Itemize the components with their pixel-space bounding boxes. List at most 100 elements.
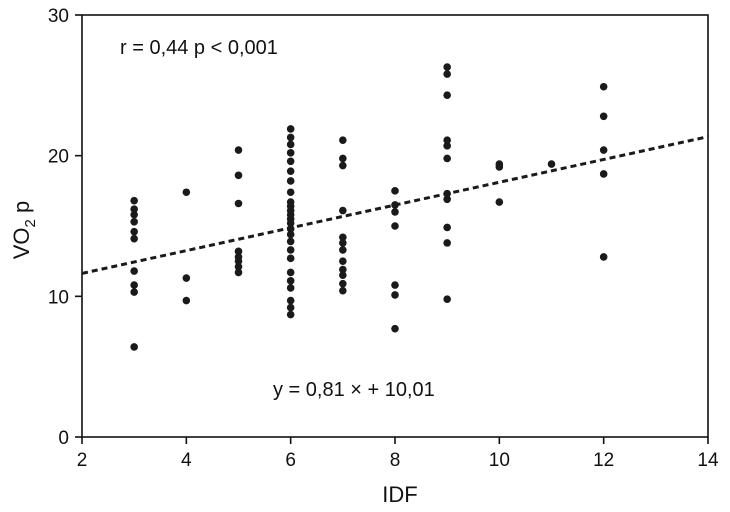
data-point — [130, 267, 138, 275]
data-point — [286, 230, 295, 239]
data-point — [443, 239, 451, 247]
data-point — [339, 246, 347, 254]
data-point — [286, 188, 295, 197]
data-point — [443, 91, 451, 99]
data-point — [495, 160, 504, 168]
data-point — [234, 268, 243, 277]
data-point — [391, 208, 399, 216]
data-point — [286, 268, 295, 277]
data-point — [443, 295, 451, 303]
data-point — [286, 296, 295, 305]
data-point — [339, 271, 347, 280]
y-tick-label: 20 — [48, 147, 69, 168]
data-point — [339, 279, 347, 288]
y-axis-title-suffix: p — [9, 201, 34, 219]
data-point — [495, 198, 504, 206]
data-point — [391, 222, 399, 230]
data-point — [339, 257, 347, 265]
data-point — [286, 225, 295, 233]
data-point — [286, 167, 295, 175]
data-point — [339, 265, 347, 274]
data-point — [443, 223, 451, 232]
x-tick-label: 12 — [593, 450, 614, 471]
data-point — [443, 189, 451, 198]
data-point — [443, 195, 451, 204]
data-point — [599, 253, 608, 261]
data-point — [130, 227, 138, 236]
data-point — [130, 288, 138, 296]
data-point — [234, 262, 243, 271]
data-point — [286, 198, 295, 206]
data-point — [130, 205, 138, 213]
data-point — [130, 217, 138, 226]
y-tick-label: 0 — [58, 428, 69, 449]
data-point — [286, 140, 295, 149]
y-tick-label: 10 — [48, 287, 69, 308]
data-point — [443, 154, 451, 163]
data-point — [339, 154, 347, 163]
data-point — [130, 234, 138, 243]
data-point — [391, 187, 399, 195]
data-point — [286, 125, 295, 133]
y-axis-title: VO2 p — [9, 201, 39, 260]
data-point — [599, 112, 608, 121]
data-point — [443, 70, 451, 78]
data-point — [286, 177, 295, 185]
data-point — [130, 196, 138, 205]
data-point — [130, 210, 138, 219]
data-point — [391, 281, 399, 289]
data-point — [234, 253, 243, 261]
data-point — [286, 277, 295, 285]
data-point — [339, 233, 347, 242]
data-point — [130, 343, 138, 351]
data-point — [391, 324, 399, 333]
data-point — [234, 171, 243, 180]
data-point — [286, 310, 295, 319]
data-point — [339, 161, 347, 170]
data-point — [339, 239, 347, 247]
data-point — [599, 82, 608, 91]
data-point — [234, 199, 243, 208]
y-tick-label: 30 — [48, 6, 69, 27]
axis-ticks: 2 4 6 8 10 12 14 0 10 20 30 — [48, 6, 719, 471]
data-point — [182, 188, 191, 197]
data-point — [286, 246, 295, 254]
x-tick-label: 6 — [285, 450, 296, 471]
data-point — [391, 291, 399, 299]
x-axis-title: IDF — [382, 482, 417, 507]
correlation-annotation: r = 0,44 p < 0,001 — [120, 37, 278, 59]
data-point — [130, 281, 138, 289]
y-axis-title-main: VO — [9, 227, 34, 259]
data-point — [234, 247, 243, 256]
x-tick-label: 10 — [489, 450, 510, 471]
x-tick-label: 2 — [77, 450, 88, 471]
x-tick-label: 8 — [390, 450, 401, 471]
data-point — [443, 142, 451, 150]
regression-equation-annotation: y = 0,81 × + 10,01 — [273, 379, 435, 401]
data-point — [339, 206, 347, 215]
data-point — [286, 254, 295, 263]
data-point — [547, 160, 556, 168]
data-point — [286, 303, 295, 312]
data-point — [182, 296, 191, 305]
svg-text:VO2 p: VO2 p — [9, 201, 39, 260]
data-points — [130, 63, 608, 351]
y-axis-title-subscript: 2 — [22, 219, 39, 227]
data-point — [443, 136, 451, 144]
x-tick-label: 14 — [697, 450, 719, 471]
data-point — [339, 286, 347, 295]
data-point — [599, 170, 608, 178]
data-point — [286, 237, 295, 246]
data-point — [182, 274, 191, 282]
data-point — [443, 63, 451, 71]
x-tick-label: 4 — [181, 450, 192, 471]
data-point — [339, 136, 347, 144]
data-point — [391, 201, 399, 209]
data-point — [286, 284, 295, 292]
data-point — [599, 146, 608, 154]
data-point — [286, 157, 295, 166]
data-point — [234, 146, 243, 154]
data-point — [286, 133, 295, 142]
data-point — [286, 149, 295, 157]
